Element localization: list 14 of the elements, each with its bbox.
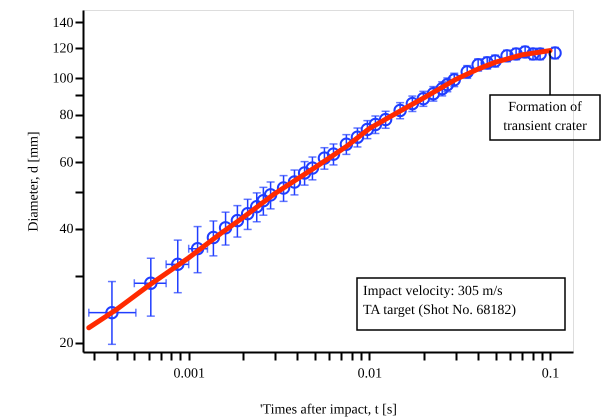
y-tick-label: 20 bbox=[60, 336, 74, 352]
y-tick-label: 40 bbox=[60, 222, 74, 238]
x-tick-label: 0.001 bbox=[173, 366, 205, 382]
y-tick-label: 100 bbox=[52, 71, 74, 86]
y-tick-label: 140 bbox=[52, 16, 74, 31]
y-tick-label: 60 bbox=[60, 155, 74, 170]
annotation: Impact velocity: 305 m/s TA target (Shot No. 68182) bbox=[363, 284, 516, 318]
annotation: Formation of transient crater bbox=[503, 100, 588, 134]
x-tick-label: 0.1 bbox=[542, 366, 560, 382]
x-axis-title: 'Times after impact, t [s] bbox=[260, 402, 397, 417]
y-tick-label: 120 bbox=[52, 41, 74, 56]
x-tick-label: 0.01 bbox=[358, 366, 382, 382]
y-axis-title: Diameter, d [mm] bbox=[26, 131, 42, 232]
y-tick-label: 80 bbox=[60, 108, 74, 124]
